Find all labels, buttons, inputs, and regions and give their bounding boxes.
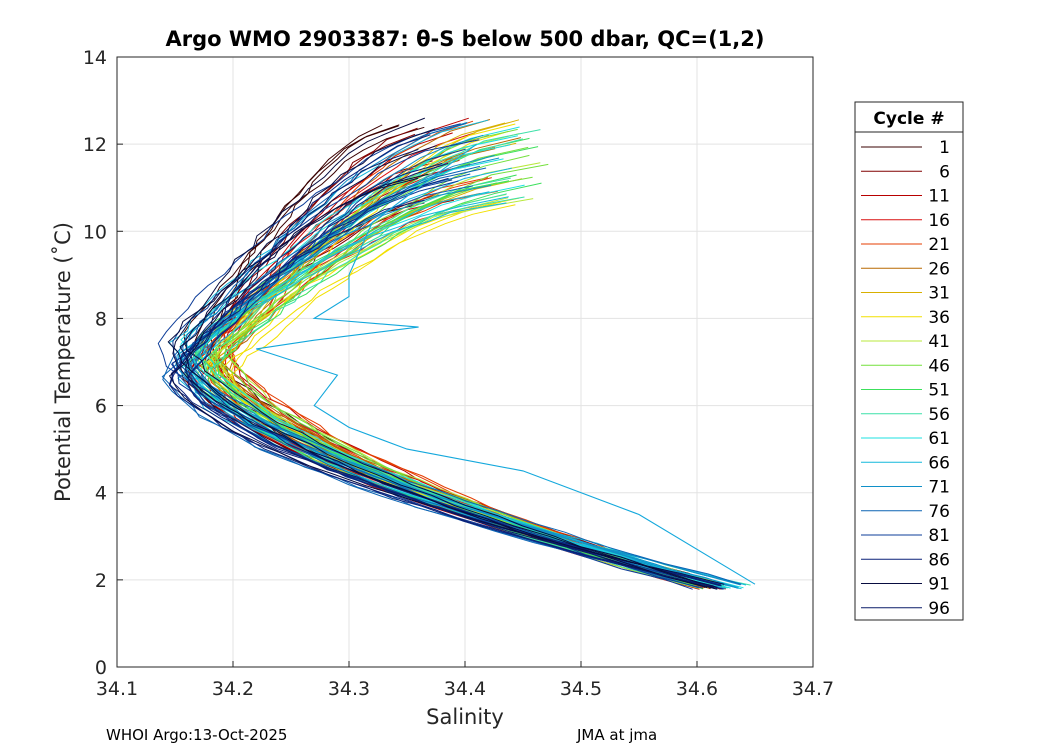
y-tick-label: 12 bbox=[83, 134, 107, 156]
legend-label: 91 bbox=[928, 575, 950, 595]
y-tick-label: 2 bbox=[95, 570, 107, 592]
legend-title: Cycle # bbox=[873, 109, 944, 129]
legend-label: 41 bbox=[928, 332, 950, 352]
legend-label: 76 bbox=[928, 502, 950, 522]
x-tick-label: 34.2 bbox=[212, 678, 254, 700]
legend-label: 56 bbox=[928, 405, 950, 425]
profile-line bbox=[168, 134, 723, 590]
legend-label: 31 bbox=[928, 284, 950, 304]
legend-label: 66 bbox=[928, 453, 950, 473]
x-axis-label: Salinity bbox=[426, 705, 504, 729]
legend-label: 61 bbox=[928, 429, 950, 449]
profile-line bbox=[171, 179, 693, 590]
x-tick-label: 34.5 bbox=[560, 678, 602, 700]
chart-title: Argo WMO 2903387: θ-S below 500 dbar, QC… bbox=[166, 27, 765, 51]
legend: Cycle # 16111621263136414651566166717681… bbox=[854, 101, 964, 621]
legend-label: 36 bbox=[928, 308, 950, 328]
profile-line bbox=[185, 173, 715, 589]
y-tick-label: 14 bbox=[83, 47, 107, 69]
y-tick-label: 6 bbox=[95, 396, 107, 418]
x-tick-label: 34.3 bbox=[328, 678, 370, 700]
x-tick-label: 34.4 bbox=[444, 678, 486, 700]
theta-s-curves bbox=[157, 117, 756, 590]
footer-operator: JMA at jma bbox=[576, 726, 657, 744]
profile-line bbox=[212, 146, 717, 586]
x-tick-label: 34.1 bbox=[96, 678, 138, 700]
footer-source: WHOI Argo:13-Oct-2025 bbox=[106, 726, 287, 744]
x-tick-label: 34.6 bbox=[676, 678, 718, 700]
profile-line bbox=[185, 148, 712, 587]
y-axis-ticks: 0 2 4 6 8 10 12 14 bbox=[83, 47, 123, 679]
legend-label: 11 bbox=[928, 187, 950, 207]
profile-line bbox=[157, 123, 710, 587]
legend-label: 51 bbox=[928, 381, 950, 401]
profile-line bbox=[167, 177, 718, 588]
legend-label: 26 bbox=[928, 259, 950, 279]
legend-label: 81 bbox=[928, 526, 950, 546]
y-tick-label: 8 bbox=[95, 308, 107, 330]
x-tick-label: 34.7 bbox=[792, 678, 834, 700]
anomalous-profile-line bbox=[256, 143, 756, 585]
legend-label: 1 bbox=[939, 138, 950, 158]
legend-label: 86 bbox=[928, 550, 950, 570]
y-tick-label: 4 bbox=[95, 483, 107, 505]
x-axis-ticks: 34.1 34.2 34.3 34.4 34.5 34.6 34.7 bbox=[96, 661, 834, 700]
legend-label: 6 bbox=[939, 162, 950, 182]
legend-label: 71 bbox=[928, 478, 950, 498]
profile-line bbox=[170, 199, 722, 586]
legend-label: 96 bbox=[928, 599, 950, 619]
y-tick-label: 0 bbox=[95, 657, 107, 679]
plot-area: 34.1 34.2 34.3 34.4 34.5 34.6 34.7 0 2 4 6 8 10 12 14 bbox=[83, 47, 834, 700]
legend-label: 46 bbox=[928, 356, 950, 376]
legend-label: 16 bbox=[928, 211, 950, 231]
y-axis-label: Potential Temperature (˚C) bbox=[51, 222, 75, 502]
legend-label: 21 bbox=[928, 235, 950, 255]
y-tick-label: 10 bbox=[83, 221, 107, 243]
profile-line bbox=[172, 117, 718, 590]
